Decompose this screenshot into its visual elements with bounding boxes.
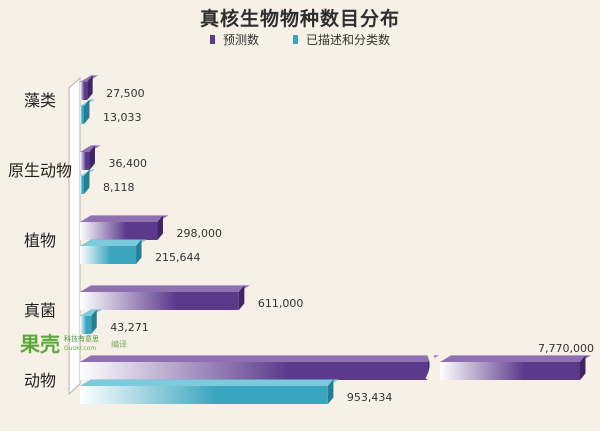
bar-described-0-side [84, 99, 90, 124]
bar-described-3 [80, 316, 92, 334]
watermark: 果壳 科技有意思 Guokr.com 编译 [20, 334, 127, 354]
watermark-text: 科技有意思 Guokr.com [64, 335, 99, 353]
bar-described-4-top [80, 379, 339, 386]
bar-predicted-4-b [440, 362, 580, 380]
legend-label-predicted: 预测数 [222, 33, 259, 47]
legend-item-described: 已描述和分类数 [293, 31, 390, 48]
bar-predicted-0 [80, 82, 88, 100]
bar-predicted-4-a-top [80, 355, 439, 362]
bar-predicted-3-top [80, 285, 250, 292]
bar-predicted-3-side [238, 285, 245, 310]
legend-swatch-predicted [209, 35, 215, 44]
bar-predicted-1-side [89, 145, 95, 170]
category-label-0: 藻类 [24, 91, 56, 110]
category-label-4: 动物 [24, 371, 56, 390]
data-label-predicted-3: 611,000 [258, 297, 304, 310]
bar-predicted-4-a [80, 362, 428, 380]
category-label-3: 真菌 [24, 301, 56, 320]
bar-predicted-3 [80, 292, 239, 310]
bar-described-1 [80, 176, 84, 194]
bar-described-4 [80, 386, 328, 404]
bar-described-3-top [80, 309, 103, 316]
bar-predicted-0-side [87, 75, 93, 100]
bar-predicted-4-b-side [580, 355, 586, 380]
data-label-predicted-1: 36,400 [108, 157, 146, 170]
data-label-described-1: 8,118 [103, 181, 135, 194]
bar-described-0 [80, 106, 84, 124]
bar-predicted-4-b-top [440, 355, 591, 362]
watermark-extra: 编译 [111, 339, 127, 349]
bar-predicted-0-top [80, 75, 99, 82]
category-label-1: 原生动物 [8, 161, 72, 180]
bar-predicted-2-side [157, 215, 163, 240]
bar-described-3-side [91, 309, 97, 334]
watermark-line1: 科技有意思 [64, 335, 99, 343]
data-label-predicted-4: 7,770,000 [538, 342, 594, 355]
chart-legend: 预测数 已描述和分类数 [0, 31, 600, 48]
bar-described-1-side [84, 169, 90, 194]
bar-described-2-top [80, 239, 148, 246]
legend-swatch-described [293, 35, 298, 44]
legend-label-described: 已描述和分类数 [306, 33, 391, 47]
watermark-logo: 果壳 [20, 332, 60, 356]
axis-wall [68, 76, 81, 396]
category-label-2: 植物 [24, 231, 56, 250]
bar-predicted-1 [80, 152, 90, 170]
bar-described-2-side [136, 239, 142, 264]
data-label-predicted-0: 27,500 [106, 87, 144, 100]
data-label-described-3: 43,271 [110, 321, 149, 334]
data-label-described-4: 953,434 [347, 391, 393, 404]
bar-described-4-side [327, 379, 334, 404]
data-label-predicted-2: 298,000 [176, 227, 222, 240]
bar-described-2 [80, 246, 137, 264]
bar-predicted-1-top [80, 145, 101, 152]
legend-item-predicted: 预测数 [209, 31, 259, 48]
watermark-line2: Guokr.com [64, 345, 97, 352]
chart-title: 真核生物物种数目分布 [199, 8, 400, 30]
bar-predicted-2 [80, 222, 158, 240]
axis-break-mark [425, 352, 436, 382]
data-label-described-2: 215,644 [155, 251, 201, 264]
data-label-described-0: 13,033 [103, 111, 142, 124]
bar-predicted-2-top [80, 215, 169, 222]
